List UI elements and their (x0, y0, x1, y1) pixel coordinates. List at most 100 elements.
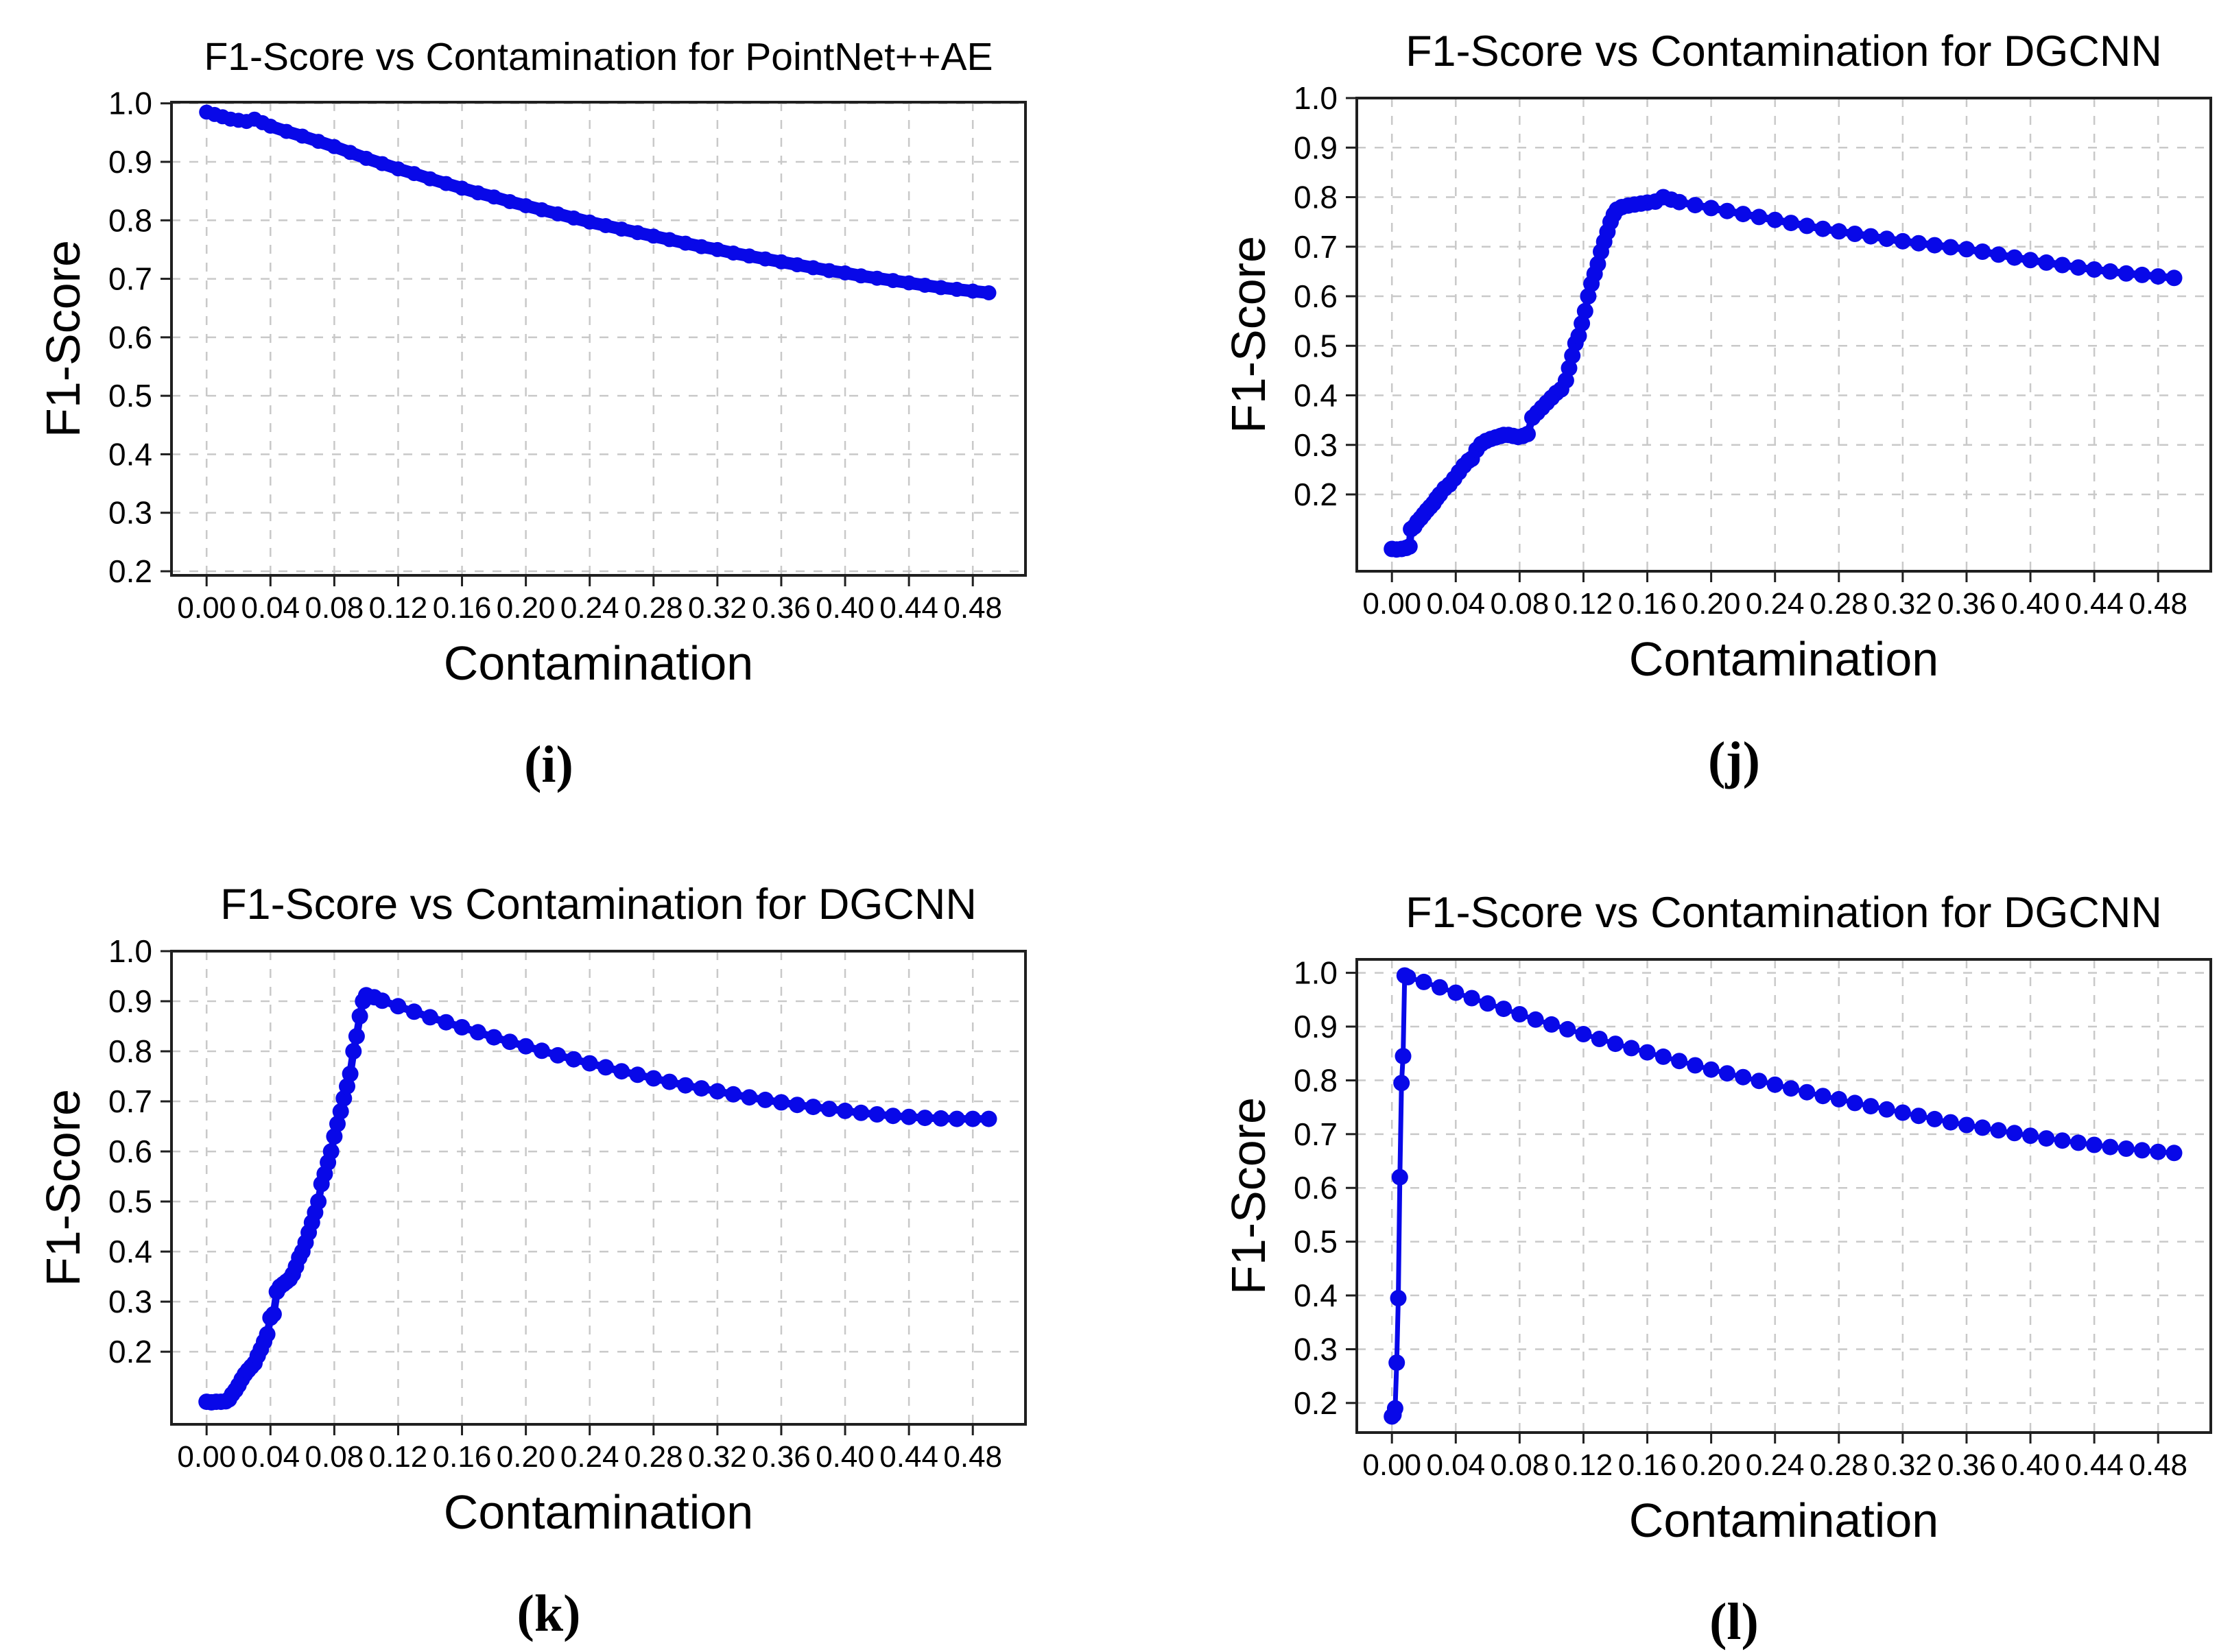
data-point (566, 210, 582, 226)
x-tick-label: 0.00 (177, 1440, 236, 1474)
data-point (645, 228, 661, 244)
data-point (629, 1066, 646, 1084)
data-point (2150, 268, 2167, 285)
y-tick-label: 0.9 (1294, 1009, 1338, 1044)
data-point (614, 222, 630, 237)
data-point (1671, 1053, 1688, 1070)
x-tick-label: 0.00 (1362, 587, 1421, 621)
data-point (390, 161, 406, 177)
x-tick-label: 0.44 (879, 591, 938, 625)
data-point (453, 1019, 471, 1036)
data-point (1574, 315, 1591, 332)
data-point (1564, 347, 1581, 364)
data-point (693, 239, 709, 254)
data-point (1391, 1169, 1408, 1186)
x-tick-label: 0.00 (177, 591, 236, 625)
data-point (2054, 1132, 2071, 1149)
y-tick-label: 1.0 (1294, 955, 1338, 991)
x-tick-label: 0.36 (1937, 1448, 1996, 1482)
data-point (1799, 217, 1816, 235)
data-point (1557, 372, 1574, 389)
chart-title: F1-Score vs Contamination for DGCNN (1405, 889, 2162, 937)
data-point (486, 1029, 503, 1046)
data-point (725, 1086, 742, 1103)
data-point (709, 241, 725, 257)
data-point (1687, 1057, 1704, 1074)
y-tick-label: 0.5 (108, 378, 152, 414)
x-axis-label: Contamination (1629, 1494, 1938, 1547)
data-point (1814, 220, 1831, 237)
data-point (1926, 237, 1943, 254)
x-tick-label: 0.08 (1491, 587, 1550, 621)
data-point (1671, 193, 1688, 211)
data-point (339, 1078, 355, 1095)
chart-dgcnn-k: 0.00 0.04 0.08 0.12 0.16 0.20 0.24 0.28 0.32 0.36… (41, 872, 1056, 1644)
data-point (901, 275, 917, 291)
x-tick-label: 0.04 (241, 591, 300, 625)
y-tick-label: 0.3 (1294, 1331, 1338, 1367)
data-point (1463, 990, 1480, 1007)
data-point (1735, 206, 1752, 223)
data-point (1910, 1108, 1927, 1125)
data-point (1958, 241, 1975, 258)
data-point (949, 281, 964, 297)
x-tick-label: 0.16 (433, 1440, 492, 1474)
data-point (326, 1128, 343, 1145)
y-tick-label: 1.0 (1294, 80, 1338, 116)
data-point (1479, 995, 1496, 1012)
data-point (533, 1042, 550, 1060)
data-point (1878, 1101, 1895, 1118)
data-point (1386, 1400, 1403, 1417)
data-point (1654, 1048, 1672, 1065)
data-point (1862, 1098, 1879, 1115)
x-tick-label: 0.48 (2128, 1448, 2187, 1482)
x-tick-label: 0.24 (560, 1440, 619, 1474)
x-axis-label: Contamination (444, 636, 753, 690)
data-point (2069, 1134, 2087, 1151)
y-tick-label: 0.6 (108, 1134, 152, 1169)
data-point (549, 1046, 567, 1064)
data-point (1910, 235, 1927, 252)
data-point (1894, 232, 1911, 250)
data-point (2086, 261, 2103, 278)
y-tick-label: 0.4 (108, 1234, 152, 1269)
data-point (2166, 1145, 2183, 1162)
data-point (565, 1051, 582, 1068)
data-point (1766, 1076, 1783, 1093)
chart-dgcnn-k-plot: 0.00 0.04 0.08 0.12 0.16 0.20 0.24 0.28 0.32 0.36… (41, 881, 1027, 1539)
data-point (726, 246, 742, 261)
data-point (2038, 254, 2055, 271)
data-point (980, 1110, 997, 1127)
data-point (1735, 1068, 1752, 1086)
data-point (630, 225, 645, 241)
data-point (1393, 1075, 1410, 1092)
y-tick-label: 0.5 (1294, 1224, 1338, 1260)
data-point (901, 1108, 918, 1125)
x-tick-label: 0.28 (1810, 587, 1869, 621)
data-point (2102, 1138, 2119, 1156)
x-tick-label: 0.20 (497, 1440, 556, 1474)
data-point (1395, 1048, 1412, 1065)
x-tick-label: 0.36 (752, 1440, 811, 1474)
data-point (2006, 249, 2023, 266)
data-point (1495, 1001, 1513, 1018)
y-tick-label: 0.8 (1294, 180, 1338, 215)
data-point (332, 1103, 349, 1120)
data-point (581, 1055, 598, 1072)
x-tick-label: 0.32 (688, 591, 747, 625)
plot-frame (1355, 958, 2212, 1434)
data-point (1390, 1290, 1407, 1306)
data-point (1519, 425, 1536, 442)
x-tick-label: 0.48 (943, 1440, 1002, 1474)
data-point (1974, 243, 1991, 260)
x-tick-label: 0.12 (369, 1440, 428, 1474)
data-point (342, 145, 358, 160)
x-tick-label: 0.48 (2128, 587, 2187, 621)
x-tick-label: 0.20 (497, 591, 556, 625)
data-point (1862, 228, 1879, 245)
data-point (1830, 1090, 1847, 1108)
data-point (1399, 968, 1416, 985)
y-tick-label: 0.2 (108, 553, 152, 589)
data-point (486, 189, 502, 205)
data-point (327, 139, 342, 154)
